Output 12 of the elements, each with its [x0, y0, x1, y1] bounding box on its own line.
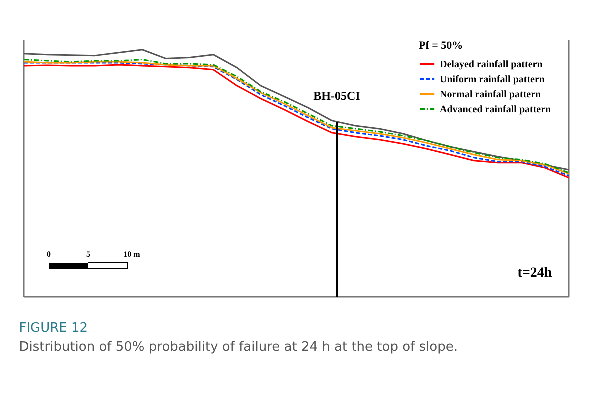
legend-label: Uniform rainfall pattern	[440, 74, 546, 86]
legend-title: Pf = 50%	[419, 40, 464, 52]
legend-label: Advanced rainfall pattern	[440, 104, 552, 116]
annotation: 0	[47, 250, 51, 259]
annotation: 5	[86, 250, 90, 259]
annotation: 10 m	[124, 250, 141, 259]
annotation: BH-05CI	[314, 89, 361, 103]
text: FIGURE 12	[19, 321, 88, 336]
legend-label: Delayed rainfall pattern	[440, 60, 544, 70]
legend-label: Normal rainfall pattern	[440, 90, 542, 100]
text: Distribution of 50% probability of failure at 24 h at the top of slope.	[19, 340, 458, 355]
annotation: t=24h	[518, 266, 552, 281]
